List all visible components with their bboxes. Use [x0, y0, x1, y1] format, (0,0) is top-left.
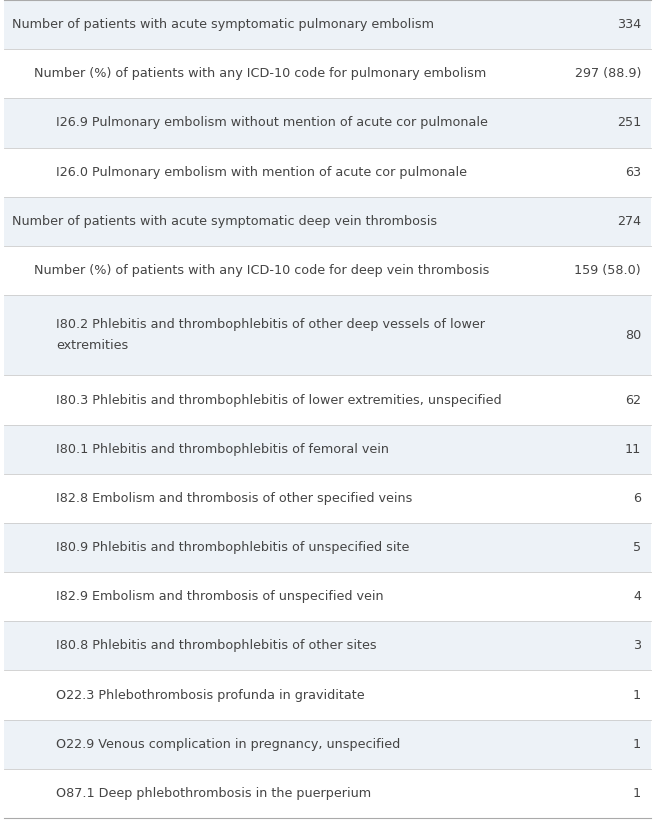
Bar — [4, 147, 651, 196]
Bar — [4, 99, 651, 147]
Text: O22.3 Phlebothrombosis profunda in graviditate: O22.3 Phlebothrombosis profunda in gravi… — [56, 689, 365, 701]
Text: 1: 1 — [633, 689, 641, 701]
Text: Number of patients with acute symptomatic pulmonary embolism: Number of patients with acute symptomati… — [12, 18, 434, 31]
Bar — [4, 246, 651, 295]
Text: O87.1 Deep phlebothrombosis in the puerperium: O87.1 Deep phlebothrombosis in the puerp… — [56, 787, 371, 800]
Text: O22.9 Venous complication in pregnancy, unspecified: O22.9 Venous complication in pregnancy, … — [56, 738, 400, 750]
Text: Number (%) of patients with any ICD-10 code for deep vein thrombosis: Number (%) of patients with any ICD-10 c… — [34, 264, 489, 277]
Bar — [4, 572, 651, 621]
Text: 62: 62 — [625, 394, 641, 407]
Text: 274: 274 — [617, 215, 641, 228]
Text: extremities: extremities — [56, 339, 128, 352]
Bar — [4, 621, 651, 671]
Text: 5: 5 — [633, 541, 641, 554]
Text: I80.1 Phlebitis and thrombophlebitis of femoral vein: I80.1 Phlebitis and thrombophlebitis of … — [56, 443, 389, 455]
Text: 297 (88.9): 297 (88.9) — [574, 67, 641, 81]
Text: I82.8 Embolism and thrombosis of other specified veins: I82.8 Embolism and thrombosis of other s… — [56, 492, 413, 505]
Text: I80.2 Phlebitis and thrombophlebitis of other deep vessels of lower: I80.2 Phlebitis and thrombophlebitis of … — [56, 318, 485, 331]
Text: 11: 11 — [625, 443, 641, 455]
Text: I26.0 Pulmonary embolism with mention of acute cor pulmonale: I26.0 Pulmonary embolism with mention of… — [56, 165, 467, 178]
Bar — [4, 295, 651, 376]
Text: 1: 1 — [633, 738, 641, 750]
Text: I80.9 Phlebitis and thrombophlebitis of unspecified site: I80.9 Phlebitis and thrombophlebitis of … — [56, 541, 409, 554]
Bar — [4, 425, 651, 473]
Bar — [4, 196, 651, 246]
Text: 1: 1 — [633, 787, 641, 800]
Bar — [4, 376, 651, 425]
Text: I82.9 Embolism and thrombosis of unspecified vein: I82.9 Embolism and thrombosis of unspeci… — [56, 590, 384, 603]
Text: I26.9 Pulmonary embolism without mention of acute cor pulmonale: I26.9 Pulmonary embolism without mention… — [56, 117, 488, 129]
Bar — [4, 49, 651, 99]
Text: 159 (58.0): 159 (58.0) — [574, 264, 641, 277]
Text: 3: 3 — [633, 640, 641, 653]
Text: 63: 63 — [625, 165, 641, 178]
Text: Number of patients with acute symptomatic deep vein thrombosis: Number of patients with acute symptomati… — [12, 215, 437, 228]
Text: 4: 4 — [633, 590, 641, 603]
Text: I80.8 Phlebitis and thrombophlebitis of other sites: I80.8 Phlebitis and thrombophlebitis of … — [56, 640, 377, 653]
Bar — [4, 769, 651, 818]
Text: 80: 80 — [625, 329, 641, 342]
Bar — [4, 0, 651, 49]
Bar — [4, 720, 651, 769]
Text: Number (%) of patients with any ICD-10 code for pulmonary embolism: Number (%) of patients with any ICD-10 c… — [34, 67, 486, 81]
Text: 6: 6 — [633, 492, 641, 505]
Bar — [4, 671, 651, 720]
Text: 334: 334 — [617, 18, 641, 31]
Bar — [4, 523, 651, 572]
Text: I80.3 Phlebitis and thrombophlebitis of lower extremities, unspecified: I80.3 Phlebitis and thrombophlebitis of … — [56, 394, 502, 407]
Bar — [4, 473, 651, 523]
Text: 251: 251 — [617, 117, 641, 129]
